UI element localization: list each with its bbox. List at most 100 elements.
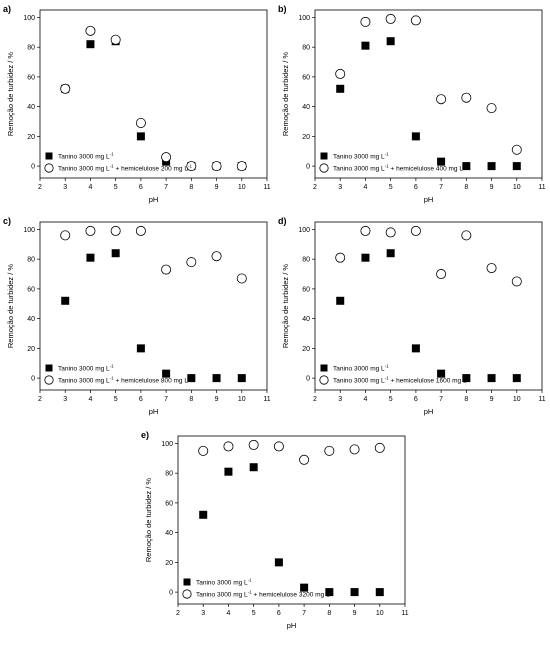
data-point-square bbox=[437, 157, 446, 166]
plot-frame bbox=[39, 9, 268, 179]
legend-label: Tanino 3000 mg L-1 bbox=[58, 151, 114, 160]
x-tick-label: 8 bbox=[464, 184, 468, 191]
data-point-square bbox=[86, 40, 95, 49]
panel-label: c) bbox=[3, 216, 11, 226]
x-tick-label: 11 bbox=[401, 610, 408, 617]
x-axis-label: pH bbox=[424, 407, 434, 416]
x-tick-label: 10 bbox=[513, 396, 521, 403]
data-point-square bbox=[224, 467, 233, 476]
data-point-square bbox=[274, 558, 283, 567]
y-tick-label: 20 bbox=[27, 346, 35, 353]
data-point-circle bbox=[273, 441, 284, 452]
y-axis-label: Remoção de turbidez / % bbox=[281, 52, 290, 137]
x-tick-label: 7 bbox=[164, 396, 168, 403]
data-point-circle bbox=[349, 444, 360, 455]
data-point-circle bbox=[85, 25, 96, 36]
data-point-square bbox=[361, 253, 370, 262]
chart-panel-a: a) 2 3 4 5 6 7 8 9 10 11 0 20 40 60 80 100 pH Remoção de t… bbox=[0, 0, 275, 212]
x-tick-label: 8 bbox=[189, 184, 193, 191]
x-tick-label: 3 bbox=[201, 610, 205, 617]
x-tick-label: 6 bbox=[277, 610, 281, 617]
x-tick-label: 4 bbox=[226, 610, 230, 617]
legend-label: Tanino 3000 mg L-1 bbox=[333, 151, 389, 160]
x-tick-label: 3 bbox=[63, 396, 67, 403]
y-tick-label: 0 bbox=[31, 164, 35, 171]
x-tick-label: 10 bbox=[376, 610, 384, 617]
legend-marker-square bbox=[320, 152, 328, 160]
x-axis-label: pH bbox=[149, 195, 159, 204]
data-point-circle bbox=[324, 445, 335, 456]
data-point-square bbox=[111, 249, 120, 258]
legend-label: Tanino 3000 mg L-1 bbox=[333, 363, 389, 372]
x-tick-label: 4 bbox=[88, 184, 92, 191]
panel-label: d) bbox=[278, 216, 287, 226]
chart-panel-e: e) 2 3 4 5 6 7 8 9 10 11 0 20 40 60 80 100 pH Remoção de t… bbox=[138, 426, 413, 638]
panel-label: b) bbox=[278, 4, 287, 14]
data-point-circle bbox=[236, 273, 247, 284]
data-point-square bbox=[386, 37, 395, 46]
data-point-circle bbox=[360, 225, 371, 236]
x-tick-label: 7 bbox=[164, 184, 168, 191]
chart-svg: e) 2 3 4 5 6 7 8 9 10 11 0 20 40 60 80 100 pH Remoção de t… bbox=[141, 430, 409, 630]
legend-label: Tanino 3000 mg L-1 bbox=[58, 363, 114, 372]
x-tick-label: 8 bbox=[327, 610, 331, 617]
chart-svg: c) 2 3 4 5 6 7 8 9 10 11 0 20 40 60 80 100 pH Remoção de t… bbox=[3, 216, 271, 416]
y-tick-label: 100 bbox=[298, 227, 310, 234]
x-tick-label: 5 bbox=[252, 610, 256, 617]
legend-label: Tanino 3000 mg L-1 + hemicelulose 800 mg… bbox=[58, 375, 192, 384]
legend-marker-square bbox=[45, 152, 53, 160]
x-tick-label: 5 bbox=[114, 396, 118, 403]
data-point-circle bbox=[385, 227, 396, 238]
y-tick-label: 40 bbox=[302, 316, 310, 323]
y-tick-label: 100 bbox=[23, 227, 35, 234]
y-axis-label: Remoção de turbidez / % bbox=[6, 52, 15, 137]
x-tick-label: 2 bbox=[38, 396, 42, 403]
data-point-square bbox=[411, 344, 420, 353]
data-point-circle bbox=[161, 264, 172, 275]
legend-label: Tanino 3000 mg L-1 + hemicelulose 1600 m… bbox=[333, 375, 471, 384]
y-tick-label: 20 bbox=[27, 134, 35, 141]
legend-label: Tanino 3000 mg L-1 + hemicelulose 400 mg… bbox=[333, 163, 467, 172]
data-point-square bbox=[237, 374, 246, 383]
y-tick-label: 100 bbox=[298, 15, 310, 22]
data-point-square bbox=[437, 369, 446, 378]
data-point-circle bbox=[436, 94, 447, 105]
data-point-circle bbox=[110, 225, 121, 236]
legend-marker-square bbox=[320, 364, 328, 372]
y-axis-label: Remoção de turbidez / % bbox=[6, 264, 15, 349]
data-point-square bbox=[336, 84, 345, 93]
data-point-circle bbox=[60, 83, 71, 94]
data-point-circle bbox=[335, 68, 346, 79]
legend-marker-circle bbox=[44, 163, 54, 173]
x-tick-label: 6 bbox=[139, 184, 143, 191]
y-tick-label: 100 bbox=[23, 15, 35, 22]
data-point-circle bbox=[236, 161, 247, 172]
data-point-circle bbox=[374, 442, 385, 453]
data-point-square bbox=[249, 463, 258, 472]
x-tick-label: 4 bbox=[363, 396, 367, 403]
x-tick-label: 7 bbox=[439, 184, 443, 191]
legend-label: Tanino 3000 mg L-1 + hemicelulose 200 mg… bbox=[58, 163, 192, 172]
x-tick-label: 5 bbox=[114, 184, 118, 191]
data-point-square bbox=[86, 253, 95, 262]
data-point-circle bbox=[60, 230, 71, 241]
x-tick-label: 2 bbox=[313, 184, 317, 191]
y-tick-label: 0 bbox=[306, 164, 310, 171]
data-point-square bbox=[300, 583, 309, 592]
x-tick-label: 5 bbox=[389, 396, 393, 403]
y-tick-label: 0 bbox=[31, 376, 35, 383]
data-point-square bbox=[411, 132, 420, 141]
data-point-circle bbox=[85, 225, 96, 236]
panel-label: e) bbox=[141, 430, 149, 440]
data-point-circle bbox=[385, 13, 396, 24]
data-point-circle bbox=[211, 251, 222, 262]
y-tick-label: 40 bbox=[165, 530, 173, 537]
data-point-square bbox=[487, 374, 496, 383]
chart-panel-c: c) 2 3 4 5 6 7 8 9 10 11 0 20 40 60 80 100 pH Remoção de t… bbox=[0, 212, 275, 424]
x-tick-label: 3 bbox=[338, 396, 342, 403]
data-point-circle bbox=[186, 257, 197, 268]
y-tick-label: 0 bbox=[169, 590, 173, 597]
x-tick-label: 7 bbox=[302, 610, 306, 617]
y-tick-label: 20 bbox=[302, 134, 310, 141]
data-point-square bbox=[336, 296, 345, 305]
